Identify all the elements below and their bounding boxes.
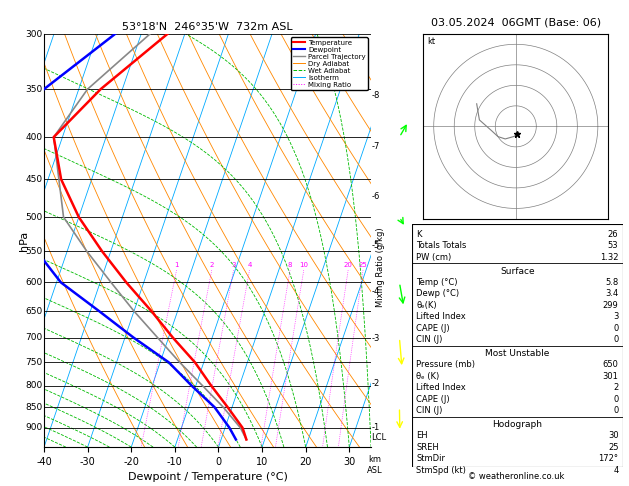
Text: CIN (J): CIN (J) (416, 335, 443, 345)
Text: StmSpd (kt): StmSpd (kt) (416, 466, 466, 475)
Text: 1.32: 1.32 (600, 253, 618, 262)
Text: CIN (J): CIN (J) (416, 406, 443, 416)
Text: 25: 25 (359, 262, 367, 268)
Text: 301: 301 (603, 372, 618, 381)
Text: Pressure (mb): Pressure (mb) (416, 360, 475, 369)
Text: 900: 900 (25, 423, 42, 432)
Text: 650: 650 (25, 307, 42, 315)
Text: 650: 650 (603, 360, 618, 369)
Text: θₑ(K): θₑ(K) (416, 301, 437, 310)
Text: K: K (416, 229, 421, 239)
Text: 25: 25 (608, 443, 618, 452)
Text: -7: -7 (372, 142, 380, 151)
Text: Temp (°C): Temp (°C) (416, 278, 458, 287)
Text: 0: 0 (613, 395, 618, 404)
Text: 3.4: 3.4 (605, 289, 618, 298)
Title: 53°18'N  246°35'W  732m ASL: 53°18'N 246°35'W 732m ASL (122, 22, 293, 32)
X-axis label: Dewpoint / Temperature (°C): Dewpoint / Temperature (°C) (128, 472, 287, 483)
Text: CAPE (J): CAPE (J) (416, 324, 450, 333)
Text: 550: 550 (25, 247, 42, 256)
Text: 4: 4 (247, 262, 252, 268)
Text: 03.05.2024  06GMT (Base: 06): 03.05.2024 06GMT (Base: 06) (431, 17, 601, 27)
Text: -4: -4 (372, 287, 380, 296)
Text: PW (cm): PW (cm) (416, 253, 452, 262)
Text: 750: 750 (25, 358, 42, 367)
Text: 8: 8 (288, 262, 292, 268)
Text: -3: -3 (372, 334, 380, 343)
Text: 2: 2 (613, 383, 618, 392)
Text: 0: 0 (613, 324, 618, 333)
Text: -5: -5 (372, 241, 380, 250)
Text: © weatheronline.co.uk: © weatheronline.co.uk (467, 472, 564, 481)
Text: Surface: Surface (500, 267, 535, 276)
Text: Mixing Ratio (g/kg): Mixing Ratio (g/kg) (376, 227, 385, 307)
Text: kt: kt (428, 37, 436, 46)
Text: Hodograph: Hodograph (493, 420, 542, 430)
Text: 5.8: 5.8 (605, 278, 618, 287)
Text: 20: 20 (343, 262, 353, 268)
Text: -1: -1 (372, 423, 380, 432)
Text: StmDir: StmDir (416, 454, 445, 464)
Text: 10: 10 (299, 262, 308, 268)
Text: 300: 300 (25, 30, 42, 38)
Text: 400: 400 (25, 133, 42, 141)
Text: LCL: LCL (372, 433, 387, 442)
Text: 500: 500 (25, 212, 42, 222)
Text: 800: 800 (25, 381, 42, 390)
Text: 850: 850 (25, 403, 42, 412)
Text: -8: -8 (372, 91, 380, 100)
Text: 600: 600 (25, 278, 42, 287)
Text: -2: -2 (372, 379, 380, 388)
Text: 3: 3 (231, 262, 236, 268)
Text: 0: 0 (613, 406, 618, 416)
Text: 350: 350 (25, 85, 42, 94)
Text: hPa: hPa (19, 230, 30, 251)
Text: EH: EH (416, 431, 428, 440)
Text: 0: 0 (613, 335, 618, 345)
Text: Totals Totals: Totals Totals (416, 241, 467, 250)
Text: θₑ (K): θₑ (K) (416, 372, 440, 381)
Text: 700: 700 (25, 333, 42, 342)
Text: Lifted Index: Lifted Index (416, 383, 466, 392)
Text: 26: 26 (608, 229, 618, 239)
Text: Lifted Index: Lifted Index (416, 312, 466, 321)
Text: 299: 299 (603, 301, 618, 310)
Text: 53: 53 (608, 241, 618, 250)
Text: 450: 450 (25, 175, 42, 184)
Text: 1: 1 (174, 262, 179, 268)
Text: SREH: SREH (416, 443, 439, 452)
Text: 2: 2 (209, 262, 214, 268)
Text: 30: 30 (608, 431, 618, 440)
Text: km
ASL: km ASL (367, 455, 382, 475)
Text: Most Unstable: Most Unstable (485, 349, 550, 358)
Text: 172°: 172° (599, 454, 618, 464)
Text: 4: 4 (613, 466, 618, 475)
Text: 3: 3 (613, 312, 618, 321)
Text: Dewp (°C): Dewp (°C) (416, 289, 459, 298)
Text: -6: -6 (372, 192, 380, 201)
Legend: Temperature, Dewpoint, Parcel Trajectory, Dry Adiabat, Wet Adiabat, Isotherm, Mi: Temperature, Dewpoint, Parcel Trajectory… (291, 37, 367, 90)
Text: CAPE (J): CAPE (J) (416, 395, 450, 404)
